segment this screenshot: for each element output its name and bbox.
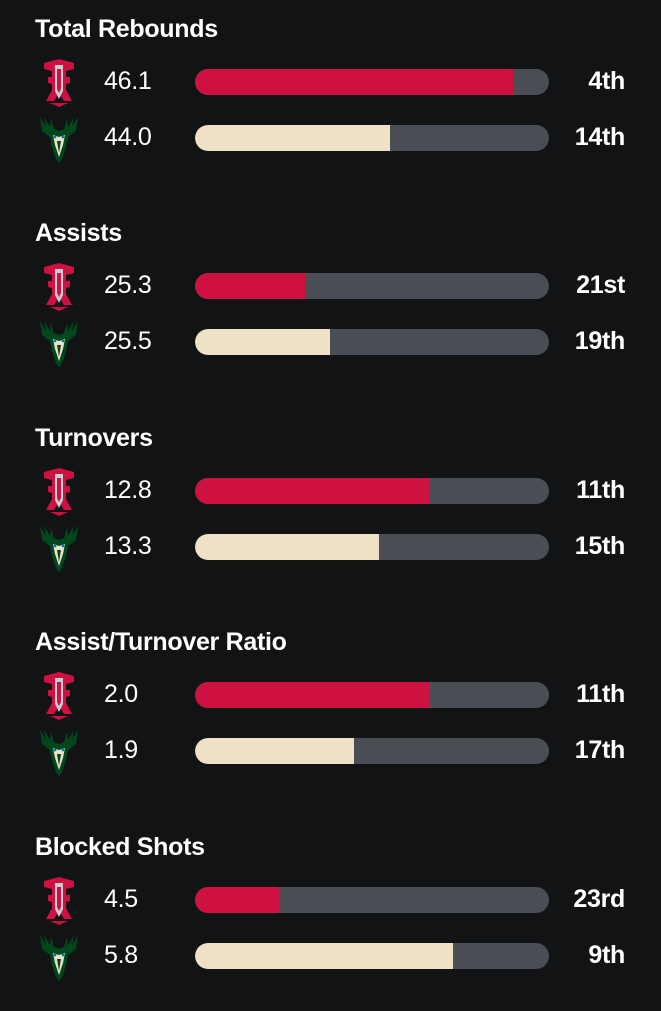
stat-bar-fill (195, 943, 454, 969)
home-team-row: 25.3 21st (0, 261, 661, 311)
section-title: Total Rebounds (35, 15, 218, 43)
stat-value: 12.8 (104, 476, 152, 504)
stat-bar-fill (195, 887, 280, 913)
away-team-row: 44.0 14th (0, 113, 661, 163)
league-rank: 4th (588, 67, 625, 95)
stat-section-turnovers: Turnovers 12.8 11th 13.3 15th (0, 412, 661, 602)
stat-bar-track (195, 125, 549, 151)
bucks-logo-icon (36, 317, 82, 367)
rockets-logo-icon (36, 670, 82, 720)
rockets-logo-icon (36, 261, 82, 311)
stat-bar-track (195, 738, 549, 764)
league-rank: 23rd (573, 885, 625, 913)
rockets-logo-icon (36, 875, 82, 925)
stat-bar-track (195, 534, 549, 560)
stat-value: 2.0 (104, 680, 138, 708)
stat-bar-track (195, 887, 549, 913)
league-rank: 9th (588, 941, 625, 969)
stat-value: 5.8 (104, 941, 138, 969)
stat-bar-track (195, 943, 549, 969)
stat-value: 13.3 (104, 532, 152, 560)
stat-bar-fill (195, 738, 355, 764)
stat-bar-track (195, 273, 549, 299)
stat-value: 46.1 (104, 67, 152, 95)
away-team-row: 5.8 9th (0, 931, 661, 981)
bucks-logo-icon (36, 522, 82, 572)
stat-bar-fill (195, 534, 380, 560)
bucks-logo-icon (36, 931, 82, 981)
stat-value: 25.3 (104, 271, 152, 299)
league-rank: 14th (574, 123, 626, 151)
stat-bar-fill (195, 69, 514, 95)
rockets-logo-icon (36, 466, 82, 516)
away-team-row: 25.5 19th (0, 317, 661, 367)
home-team-row: 2.0 11th (0, 670, 661, 720)
stat-value: 25.5 (104, 327, 152, 355)
league-rank: 19th (574, 327, 626, 355)
away-team-row: 1.9 17th (0, 726, 661, 776)
stat-value: 44.0 (104, 123, 152, 151)
stat-bar-track (195, 682, 549, 708)
rockets-logo-icon (36, 57, 82, 107)
league-rank: 17th (574, 736, 626, 764)
home-team-row: 12.8 11th (0, 466, 661, 516)
stat-bar-track (195, 69, 549, 95)
section-title: Blocked Shots (35, 833, 205, 861)
league-rank: 11th (576, 476, 625, 504)
stat-bar-fill (195, 125, 390, 151)
stat-value: 4.5 (104, 885, 138, 913)
stat-bar-fill (195, 273, 305, 299)
away-team-row: 13.3 15th (0, 522, 661, 572)
section-title: Turnovers (35, 424, 153, 452)
stat-section-blocked-shots: Blocked Shots 4.5 23rd 5.8 9th (0, 821, 661, 1011)
section-title: Assist/Turnover Ratio (35, 628, 287, 656)
stat-bar-fill (195, 478, 429, 504)
section-title: Assists (35, 219, 122, 247)
stat-section-assists: Assists 25.3 21st 25.5 19th (0, 207, 661, 397)
stat-bar-fill (195, 329, 330, 355)
stat-section-assist-turnover-ratio: Assist/Turnover Ratio 2.0 11th 1.9 17th (0, 616, 661, 806)
home-team-row: 46.1 4th (0, 57, 661, 107)
bucks-logo-icon (36, 726, 82, 776)
stat-value: 1.9 (104, 736, 138, 764)
stat-bar-fill (195, 682, 429, 708)
stat-bar-track (195, 329, 549, 355)
league-rank: 15th (574, 532, 626, 560)
stat-section-total-rebounds: Total Rebounds 46.1 4th 44.0 14th (0, 3, 661, 193)
league-rank: 21st (576, 271, 625, 299)
stat-bar-track (195, 478, 549, 504)
league-rank: 11th (576, 680, 625, 708)
bucks-logo-icon (36, 113, 82, 163)
home-team-row: 4.5 23rd (0, 875, 661, 925)
